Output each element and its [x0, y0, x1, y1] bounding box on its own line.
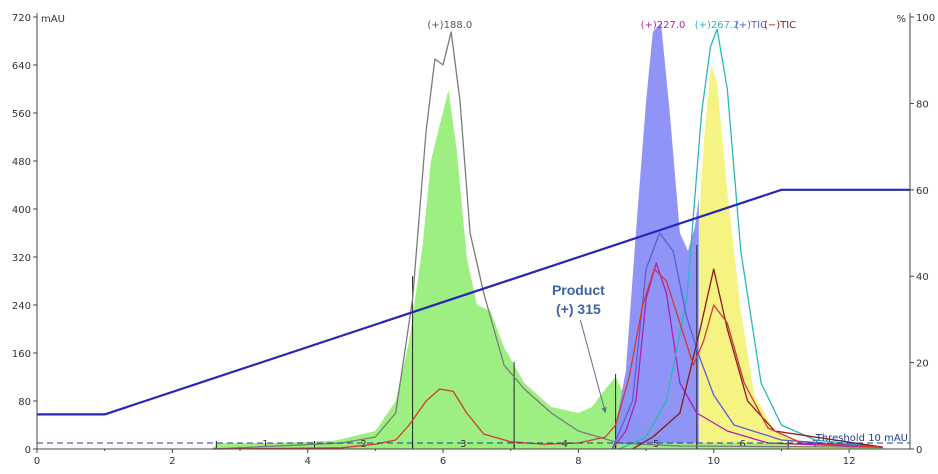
y-left-tick-label-480: 480	[12, 157, 31, 168]
fraction-label-1: 1	[262, 439, 268, 450]
fraction-label-2: 2	[360, 439, 366, 450]
fraction-label-4: 4	[562, 439, 568, 450]
peak-label-4: (+)TIC	[735, 20, 767, 31]
y-left-tick-label-560: 560	[12, 109, 31, 120]
filled-peak-3	[698, 65, 850, 449]
y-left-tick-label-160: 160	[12, 349, 31, 360]
y-left-tick-label-0: 0	[25, 445, 31, 456]
y-left-tick-label-400: 400	[12, 205, 31, 216]
axes-layer: 0801602403204004805606407200204060801000…	[12, 13, 935, 467]
y-right-tick-label-100: 100	[916, 13, 935, 24]
y-left-tick-label-720: 720	[12, 13, 31, 24]
threshold-label: Threshold 10 mAU	[815, 433, 908, 444]
peak-label-1: (+)188.0	[427, 20, 472, 31]
trace-line-9	[212, 268, 883, 450]
y-left-unit: mAU	[41, 14, 65, 25]
y-right-tick-label-0: 0	[916, 445, 922, 456]
gradient-line	[37, 188, 910, 416]
x-tick-label-10: 10	[707, 456, 720, 467]
x-tick-label-12: 12	[843, 456, 856, 467]
x-tick-label-4: 4	[305, 456, 311, 467]
y-right-tick-label-60: 60	[916, 186, 929, 197]
trace-lines-layer	[37, 28, 910, 450]
y-right-tick-label-20: 20	[916, 359, 929, 370]
fraction-label-6: 6	[739, 439, 745, 450]
x-tick-label-0: 0	[34, 456, 40, 467]
y-left-tick-label-320: 320	[12, 253, 31, 264]
annotation-arrowhead	[601, 407, 607, 413]
annotation-arrow	[579, 319, 606, 414]
trace-line-5	[611, 262, 883, 450]
trace-line-8	[632, 268, 883, 450]
annotation-line1: Product	[552, 282, 605, 298]
x-tick-label-6: 6	[440, 456, 446, 467]
fraction-label-3: 3	[460, 439, 466, 450]
fraction-bar	[216, 443, 789, 449]
x-tick-label-2: 2	[169, 456, 175, 467]
peak-label-2: (+)227.0	[641, 20, 686, 31]
y-right-tick-label-40: 40	[916, 272, 929, 283]
trace-line-4	[212, 31, 883, 450]
trace-line-6	[618, 28, 883, 450]
filled-peak-1	[213, 90, 883, 449]
annotation-line2: (+) 315	[556, 301, 601, 317]
y-right-tick-label-80: 80	[916, 99, 929, 110]
x-tick-label-8: 8	[575, 456, 581, 467]
y-left-tick-label-640: 640	[12, 61, 31, 72]
y-left-tick-label-80: 80	[18, 397, 31, 408]
y-left-tick-label-240: 240	[12, 301, 31, 312]
peak-label-5: (−)TIC	[764, 20, 796, 31]
y-right-unit: %	[896, 14, 906, 25]
peak-label-3: (+)267.2	[695, 20, 740, 31]
filled-peaks-layer	[213, 23, 883, 449]
labels-layer: Threshold 10 mAU (+)188.0 (+)227.0 (+)267.2…	[427, 20, 908, 444]
